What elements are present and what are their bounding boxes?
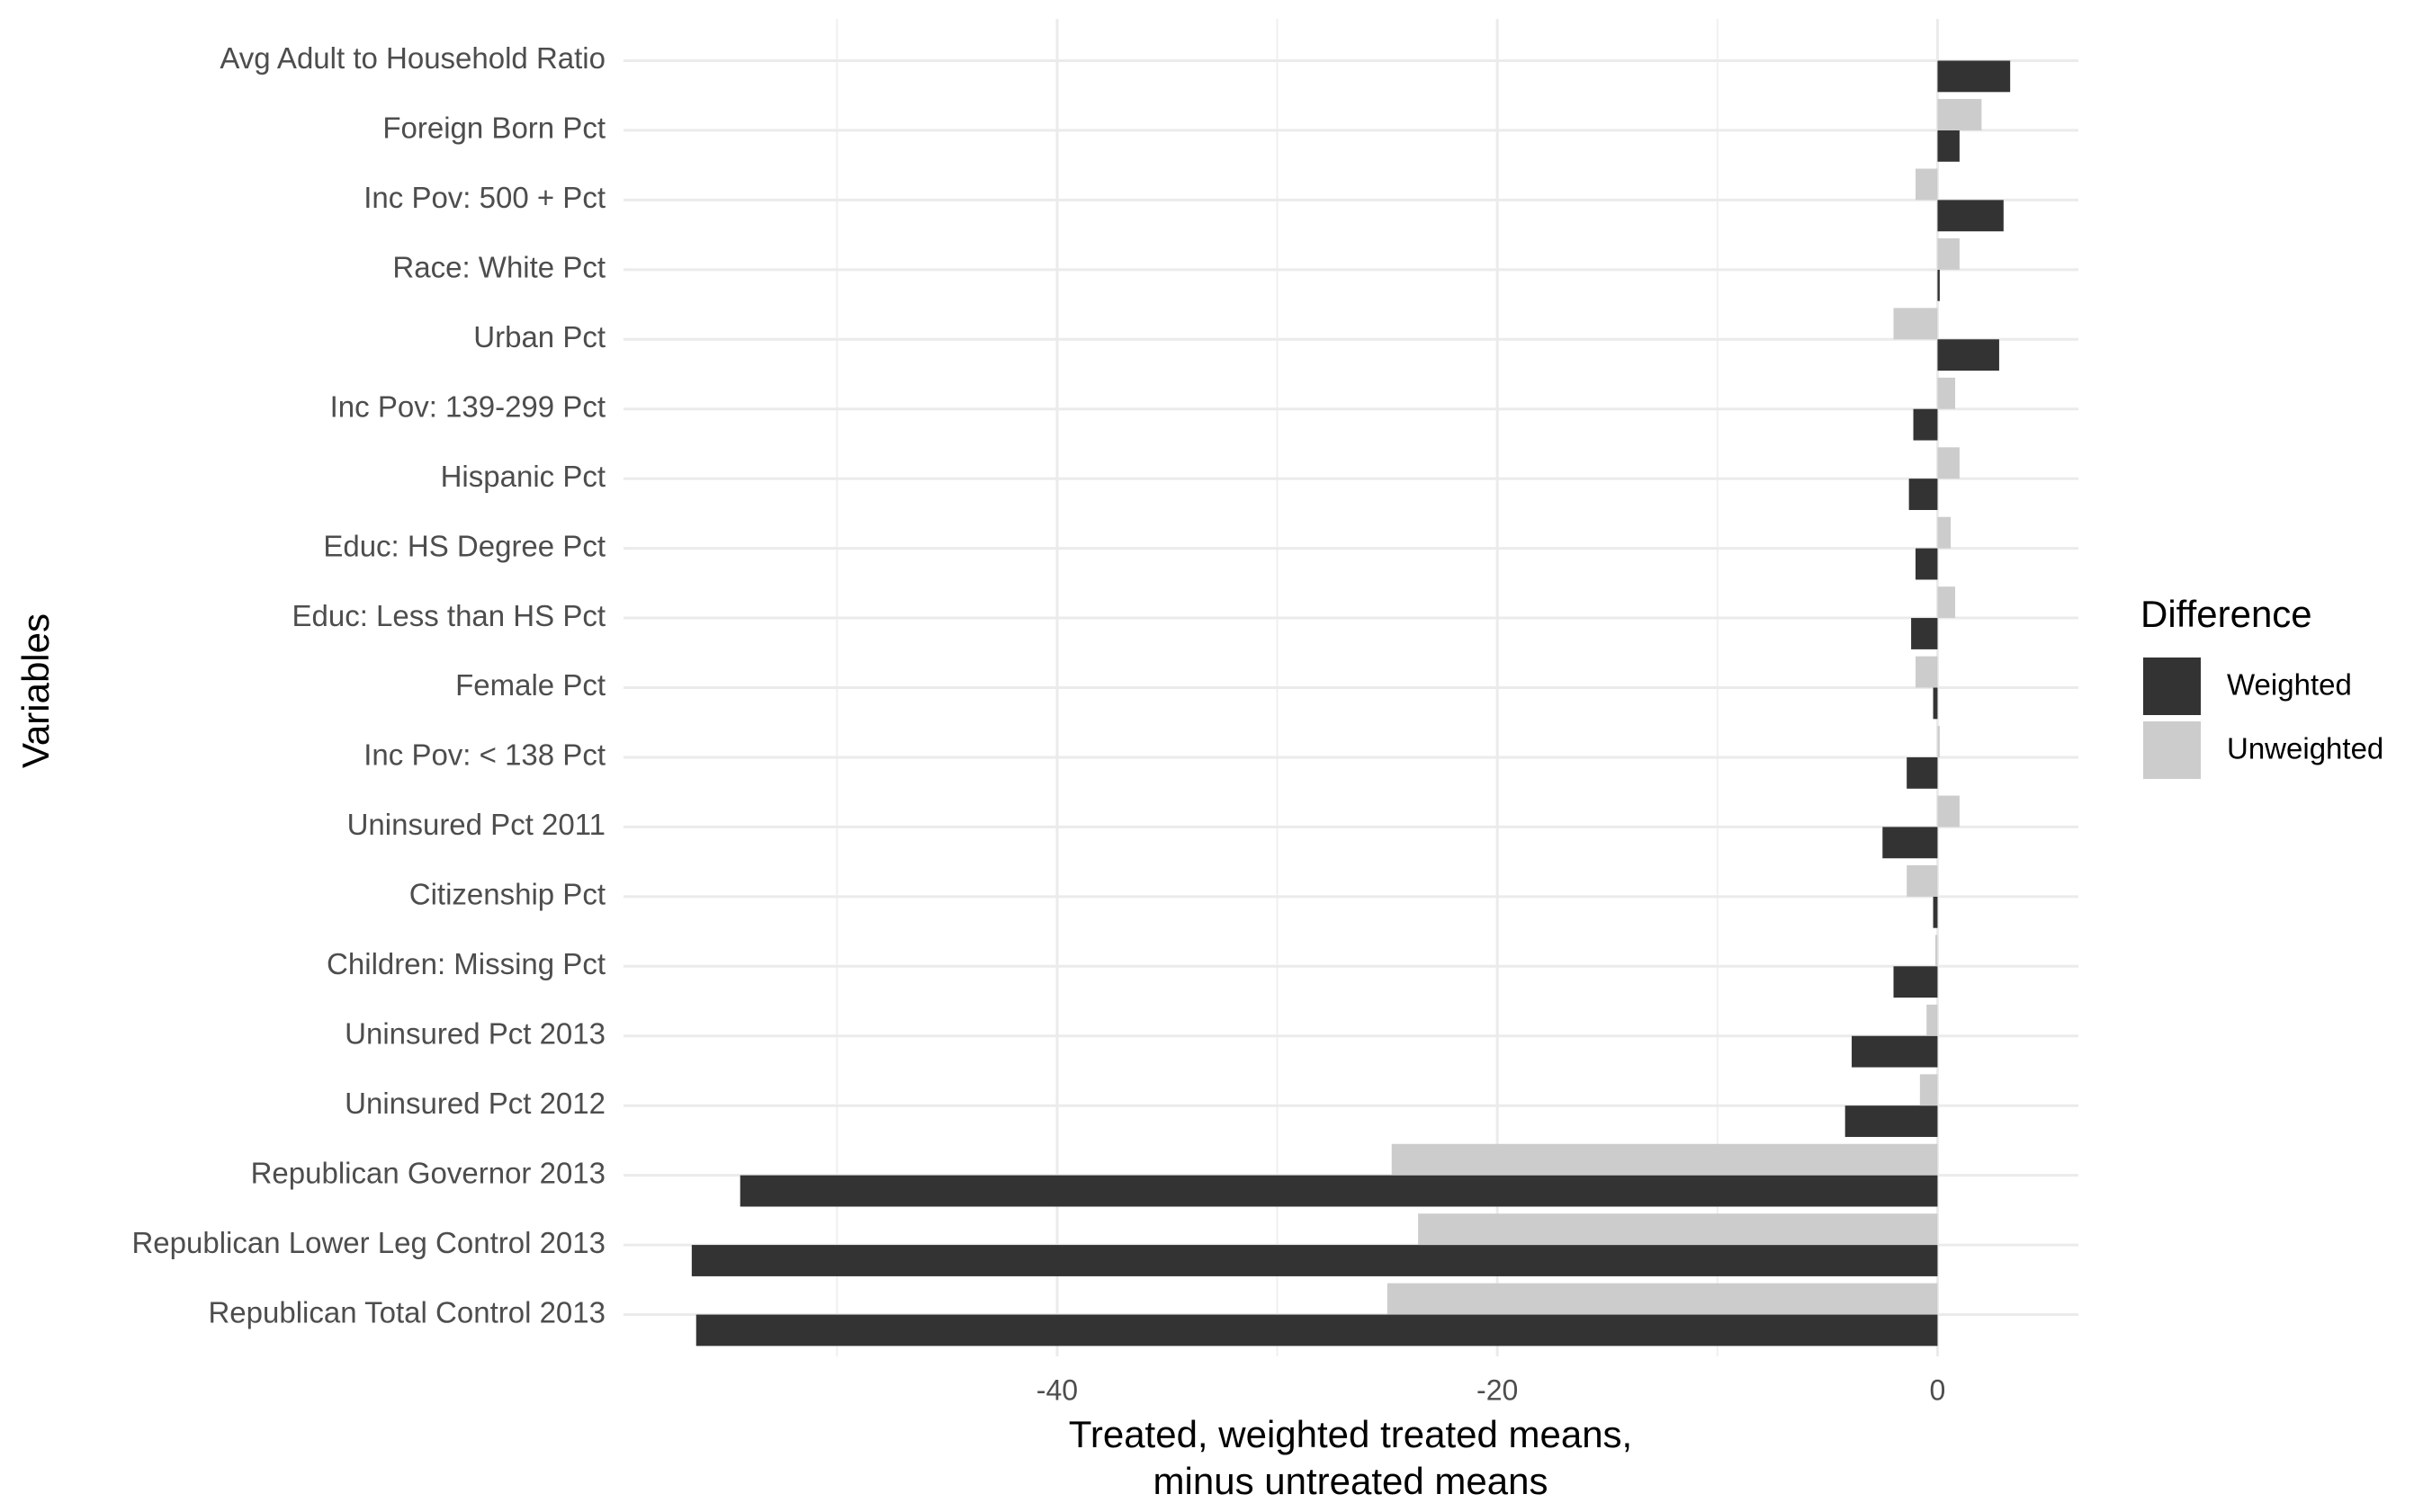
bar [1915, 548, 1938, 580]
y-tick-label: Inc Pov: 500 + Pct [363, 181, 606, 214]
y-tick-label: Citizenship Pct [409, 878, 606, 911]
x-tick-label: -20 [1476, 1373, 1518, 1406]
bar [1852, 1035, 1938, 1068]
y-tick-label: Inc Pov: 139-299 Pct [330, 389, 606, 423]
bar [1933, 687, 1938, 720]
y-tick-label: Urban Pct [473, 320, 606, 353]
bar [1915, 656, 1938, 688]
y-tick-label: Female Pct [455, 668, 606, 702]
bar [1882, 827, 1938, 859]
y-tick-label: Hispanic Pct [441, 460, 606, 493]
bar [1908, 479, 1938, 511]
legend-label: Weighted [2227, 668, 2352, 702]
bar [1391, 1143, 1938, 1176]
x-tick-label: 0 [1930, 1373, 1946, 1406]
plot: -40 -20 0 Avg Adult to Household Ratio Forei… [131, 19, 2383, 1406]
y-tick-label: Uninsured Pct 2013 [345, 1016, 606, 1050]
bar [1893, 308, 1938, 340]
bar [1937, 447, 1960, 479]
x-axis-title: Treated, weighted treated means, [1069, 1413, 1632, 1455]
bar [1937, 516, 1952, 549]
y-tick-label: Race: White Pct [392, 251, 606, 284]
y-tick-label: Republican Lower Leg Control 2013 [131, 1226, 606, 1259]
bar [1934, 935, 1938, 967]
y-tick-label: Republican Total Control 2013 [208, 1295, 606, 1329]
bar [691, 1245, 1938, 1276]
legend-key [2143, 658, 2201, 715]
legend-title: Difference [2140, 593, 2312, 635]
y-tick-label: Educ: Less than HS Pct [292, 599, 606, 632]
bar [1937, 200, 2004, 232]
bar [1937, 269, 1940, 301]
y-tick-label: Republican Governor 2013 [251, 1156, 606, 1189]
bar [1919, 1074, 1938, 1106]
y-tick-label: Children: Missing Pct [327, 947, 606, 980]
bar [1937, 377, 1956, 409]
bar [1913, 408, 1938, 441]
y-tick-label: Inc Pov: < 138 Pct [363, 738, 606, 772]
bar [1907, 756, 1938, 789]
bar [1844, 1105, 1938, 1138]
y-tick-label: Educ: HS Degree Pct [323, 529, 606, 562]
bar [1893, 966, 1938, 998]
bar [1933, 896, 1938, 928]
bar [695, 1314, 1938, 1346]
bar [1911, 618, 1938, 649]
bar [740, 1175, 1938, 1207]
bar [1937, 586, 1956, 619]
bar [1915, 168, 1938, 201]
bar [1937, 339, 1999, 371]
bar [1907, 864, 1938, 897]
legend-label: Unweighted [2227, 732, 2383, 765]
y-tick-label: Avg Adult to Household Ratio [220, 41, 606, 75]
bar [1937, 60, 2011, 93]
x-axis-title: minus untreated means [1153, 1460, 1548, 1502]
x-tick-label: -40 [1037, 1373, 1078, 1406]
bar [1937, 99, 1982, 130]
bar [1937, 795, 1960, 828]
y-axis-title: Variables [14, 613, 57, 768]
bar [1937, 726, 1940, 757]
bar [1937, 130, 1960, 162]
bar [1937, 237, 1960, 270]
y-tick-label: Foreign Born Pct [382, 112, 606, 145]
bar [1926, 1004, 1938, 1036]
y-tick-label: Uninsured Pct 2011 [347, 808, 606, 841]
bar [1386, 1283, 1938, 1315]
legend-key [2143, 721, 2201, 779]
y-tick-label: Uninsured Pct 2012 [345, 1087, 606, 1120]
bar [1418, 1213, 1938, 1246]
